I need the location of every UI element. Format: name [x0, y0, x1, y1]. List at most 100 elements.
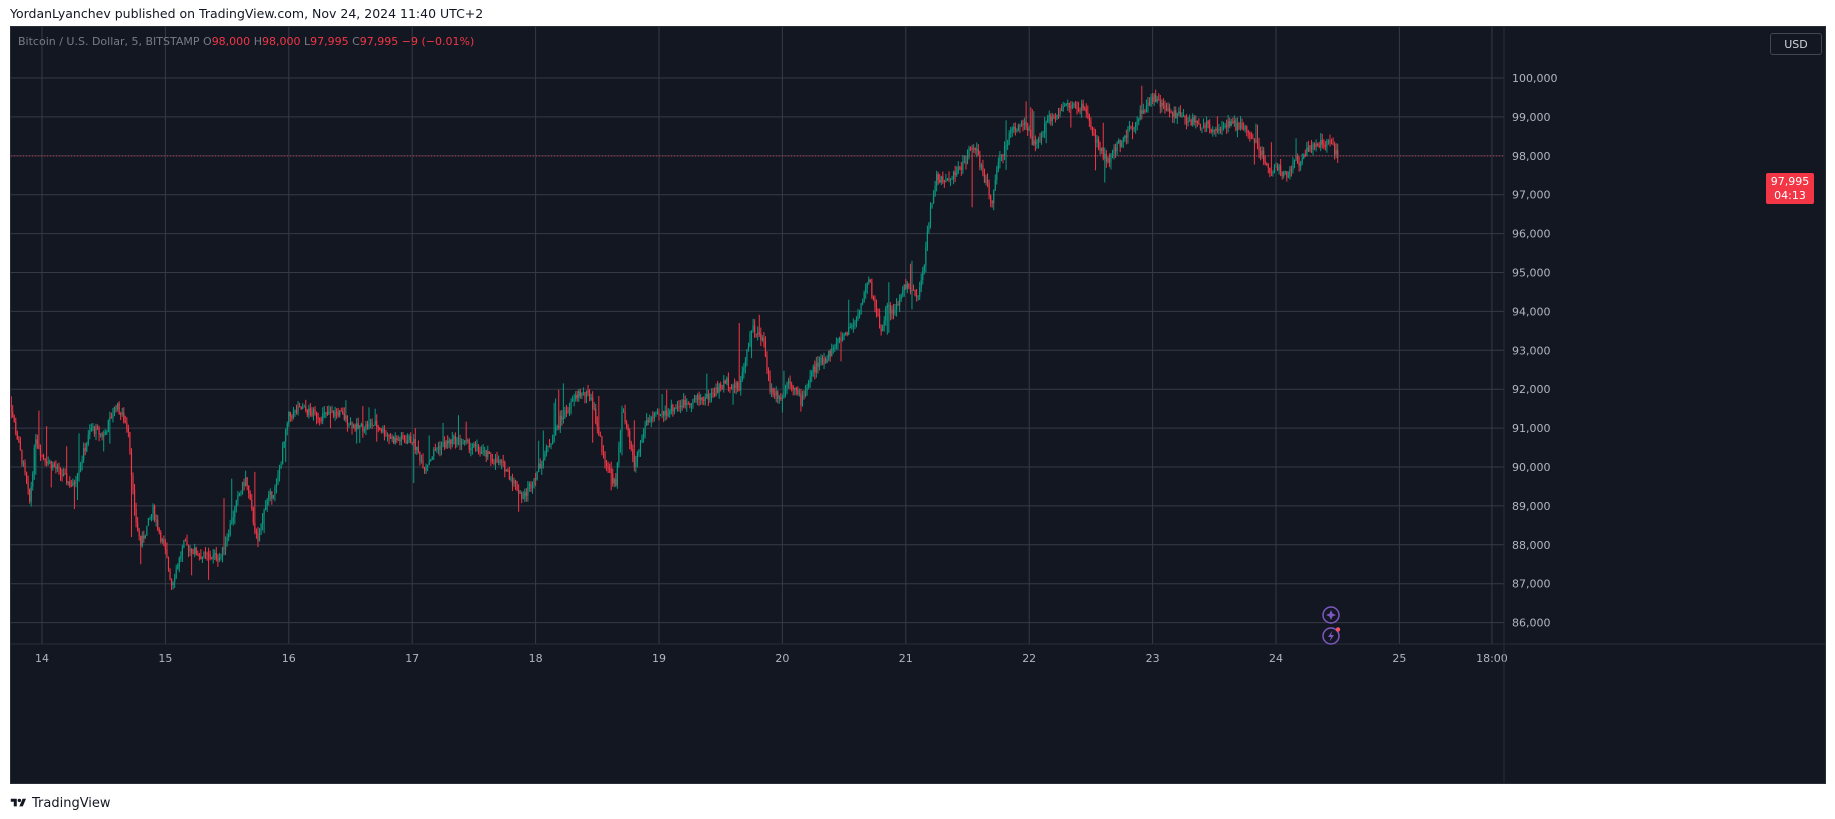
candle-down: [675, 407, 677, 409]
lightning-icon[interactable]: [1322, 627, 1340, 645]
candle-down: [160, 532, 162, 542]
candle-down: [1252, 138, 1254, 140]
candle-up: [297, 406, 299, 413]
candle-down: [42, 455, 45, 459]
candle-up: [1275, 166, 1277, 168]
candle-up: [1096, 139, 1098, 143]
candle-up: [1261, 150, 1263, 155]
candle-up: [669, 411, 671, 415]
candle-down: [249, 493, 251, 500]
currency-button[interactable]: USD: [1770, 33, 1822, 55]
candle-down: [766, 356, 768, 371]
candle-up: [686, 403, 688, 405]
candle-up: [1306, 147, 1308, 156]
candle-up: [1182, 115, 1185, 117]
candle-down: [64, 473, 66, 474]
candle-up: [957, 166, 959, 174]
candle-up: [919, 287, 921, 297]
candle-down: [875, 306, 878, 314]
candle-down: [1057, 114, 1060, 116]
candle-up: [857, 314, 859, 319]
candle-up: [35, 439, 37, 448]
candle-up: [922, 270, 924, 280]
lightning-glyph: [1328, 630, 1334, 642]
candle-down: [1250, 134, 1252, 139]
candle-up: [1110, 155, 1112, 163]
candle-up: [1167, 107, 1169, 111]
candle-up: [709, 397, 711, 400]
candle-up: [348, 424, 350, 426]
candle-up: [723, 380, 725, 388]
candle-down: [55, 466, 57, 469]
candle-up: [823, 358, 825, 365]
candlestick-chart[interactable]: 86,000 87,000 88,000 89,000 90,000 91,000 92,0…: [11, 27, 1825, 783]
candle-up: [228, 534, 230, 538]
candle-down: [123, 412, 125, 422]
candle-down: [1337, 150, 1339, 159]
candle-down: [454, 436, 456, 445]
candle-up: [994, 179, 996, 191]
candle-down: [605, 462, 608, 467]
candle-up: [934, 185, 936, 196]
candle-up: [391, 436, 393, 439]
candle-up: [1116, 142, 1118, 152]
candle-up: [1064, 105, 1066, 107]
candle-down: [61, 474, 63, 477]
candle-up: [365, 424, 367, 430]
candle-up: [670, 404, 672, 412]
candle-down: [138, 530, 140, 537]
candle-up: [808, 381, 810, 387]
candle-up: [1327, 140, 1330, 142]
candle-down: [223, 547, 225, 550]
candle-down: [824, 358, 827, 363]
candle-up: [275, 483, 278, 487]
candle-up: [1036, 142, 1038, 145]
candle-down: [53, 464, 55, 467]
candle-up: [75, 480, 77, 485]
footer-brand[interactable]: TradingView: [10, 793, 111, 813]
candle-up: [1218, 129, 1220, 131]
candle-up: [1153, 94, 1155, 102]
candle-down: [493, 462, 495, 465]
candle-down: [965, 161, 967, 164]
candle-up: [282, 447, 284, 465]
candle-up: [559, 415, 561, 429]
candle-up: [87, 435, 89, 445]
candle-up: [656, 412, 659, 414]
candle-up: [1128, 126, 1131, 129]
candle-down: [477, 445, 480, 452]
candle-up: [268, 494, 270, 500]
candle-up: [408, 436, 410, 441]
candle-down: [1108, 158, 1111, 163]
candle-down: [135, 509, 137, 523]
legend-low-label: L: [303, 35, 311, 48]
candle-up: [1040, 133, 1043, 140]
legend-symbol[interactable]: Bitcoin / U.S. Dollar, 5, BITSTAMP: [18, 35, 200, 48]
candle-down: [1298, 162, 1300, 167]
candle-down: [1084, 108, 1086, 110]
candle-up: [1008, 133, 1010, 145]
sparkle-icon[interactable]: [1322, 606, 1340, 624]
candle-up: [277, 475, 279, 484]
candle-down: [164, 544, 166, 550]
footer-brand-label: TradingView: [32, 795, 111, 811]
candle-down: [717, 387, 719, 393]
candle-down: [474, 444, 477, 447]
candle-down: [1310, 145, 1313, 150]
candle-down: [215, 553, 217, 560]
candle-down: [504, 461, 506, 472]
candle-up: [715, 387, 717, 396]
candle-down: [305, 406, 307, 411]
candle-up: [661, 411, 663, 415]
candle-up: [757, 332, 759, 335]
candle-down: [402, 435, 404, 439]
candle-down: [689, 403, 691, 406]
candle-up: [949, 179, 952, 181]
candle-up: [1178, 111, 1180, 114]
candle-down: [170, 579, 173, 586]
candle-up: [1033, 140, 1035, 146]
candle-up: [865, 287, 867, 293]
chart-pane[interactable]: 86,000 87,000 88,000 89,000 90,000 91,000 92,0…: [10, 26, 1826, 784]
candle-down: [942, 176, 944, 182]
candle-down: [434, 449, 436, 451]
